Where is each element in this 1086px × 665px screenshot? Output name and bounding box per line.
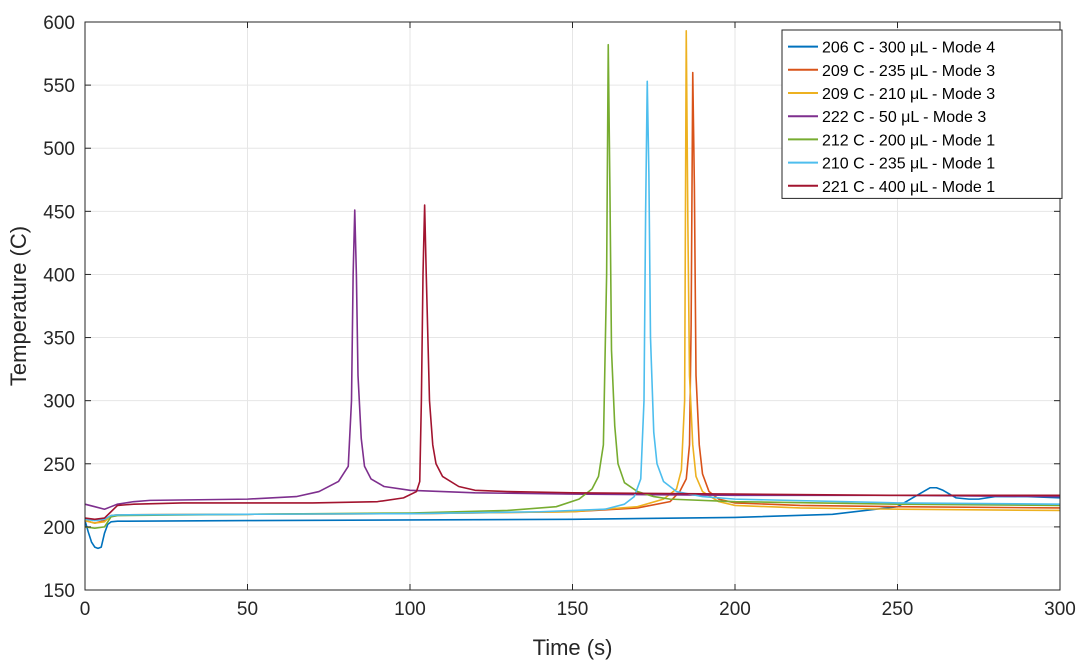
tick-labels: 0 50 100 150 200 250 300 150 200 250 300 350 400 450 5…: [43, 13, 1076, 620]
x-tick-label: 300: [1044, 599, 1076, 620]
y-axis-label: Temperature (C): [6, 226, 31, 386]
x-axis-label: Time (s): [533, 635, 613, 660]
legend-label: 209 C - 235 μL - Mode 3: [822, 63, 995, 80]
legend-label: 222 C - 50 μL - Mode 3: [822, 109, 986, 126]
y-tick-label: 500: [43, 139, 75, 160]
y-tick-label: 200: [43, 518, 75, 539]
y-tick-label: 300: [43, 392, 75, 413]
x-tick-label: 200: [719, 599, 751, 620]
x-tick-label: 50: [237, 599, 258, 620]
series-line-6: [84, 80, 1061, 522]
grid-lines: [85, 22, 1060, 590]
legend-label: 209 C - 210 μL - Mode 3: [822, 86, 995, 103]
series-line-4: [84, 209, 1061, 511]
legend-box: [781, 29, 1063, 199]
series-line-1: [84, 486, 1061, 550]
series-layer: [84, 30, 1061, 550]
legend: 206 C - 300 μL - Mode 4 209 C - 235 μL - …: [781, 29, 1063, 199]
x-tick-label: 250: [882, 599, 914, 620]
y-tick-label: 150: [43, 581, 75, 602]
legend-label: 210 C - 235 μL - Mode 1: [822, 156, 995, 173]
legend-label: 206 C - 300 μL - Mode 4: [822, 40, 995, 57]
y-tick-label: 600: [43, 13, 75, 34]
series-line-7: [84, 204, 1060, 521]
x-tick-label: 0: [80, 599, 91, 620]
x-tick-label: 100: [394, 599, 426, 620]
y-tick-label: 350: [43, 329, 75, 350]
legend-label: 221 C - 400 μL - Mode 1: [822, 179, 995, 196]
legend-label: 212 C - 200 μL - Mode 1: [822, 132, 995, 149]
y-tick-label: 450: [43, 202, 75, 223]
x-tick-label: 150: [557, 599, 589, 620]
y-tick-label: 400: [43, 265, 75, 286]
y-tick-label: 250: [43, 455, 75, 476]
y-tick-label: 550: [43, 76, 75, 97]
tick-marks: [84, 21, 1061, 591]
